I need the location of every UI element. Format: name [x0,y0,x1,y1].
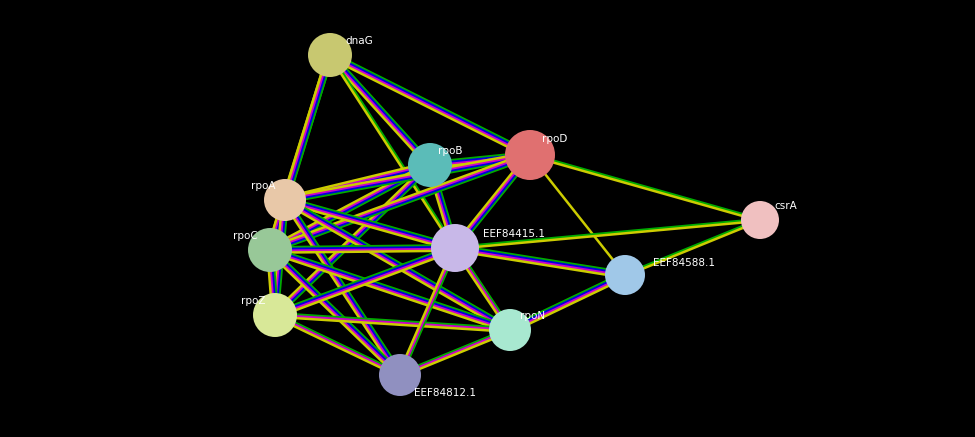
Circle shape [253,293,297,337]
Text: rpoZ: rpoZ [241,296,265,306]
Circle shape [605,255,645,295]
Text: rpoB: rpoB [438,146,462,156]
Text: rpoC: rpoC [233,231,258,241]
Circle shape [431,224,479,272]
Circle shape [264,179,306,221]
Text: dnaG: dnaG [345,36,372,46]
Text: csrA: csrA [774,201,797,211]
Text: EEF84812.1: EEF84812.1 [414,388,476,398]
Circle shape [741,201,779,239]
Circle shape [489,309,531,351]
Circle shape [408,143,452,187]
Text: rpoN: rpoN [520,311,545,321]
Circle shape [379,354,421,396]
Text: EEF84415.1: EEF84415.1 [483,229,545,239]
Text: rpoD: rpoD [542,134,567,144]
Text: EEF84588.1: EEF84588.1 [653,258,715,268]
Circle shape [505,130,555,180]
Text: rpoA: rpoA [251,181,275,191]
Circle shape [248,228,292,272]
Circle shape [308,33,352,77]
